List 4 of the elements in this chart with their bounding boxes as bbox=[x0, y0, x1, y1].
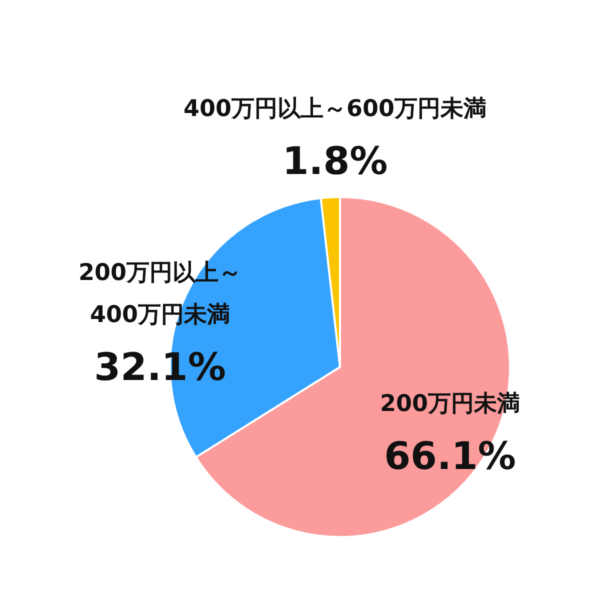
slice-label: 400万円以上～600万円未満 bbox=[183, 96, 487, 122]
slice-label: 200万円未満 bbox=[380, 391, 520, 417]
data-label: 66.1% bbox=[384, 434, 516, 478]
data-label: 1.8% bbox=[282, 139, 388, 183]
